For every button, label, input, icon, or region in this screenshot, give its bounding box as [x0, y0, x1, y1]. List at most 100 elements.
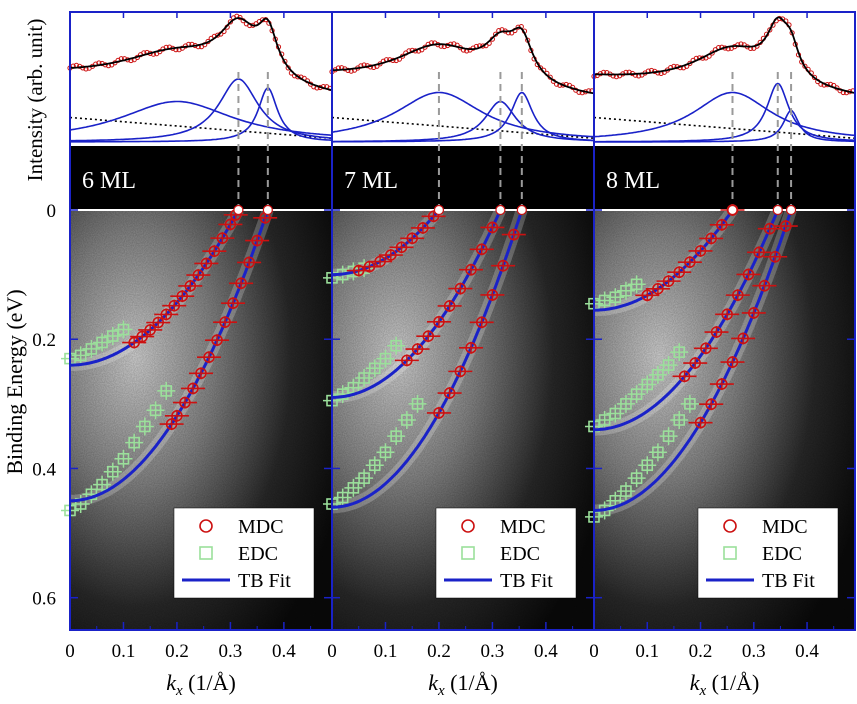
edc-point: [106, 465, 119, 478]
mdc-point: [219, 316, 231, 328]
legend-label: MDC: [762, 516, 808, 538]
legend-marker-edc: [461, 546, 475, 560]
tb-fit-curve: [332, 214, 522, 509]
edc-point: [336, 388, 349, 400]
mdc-point: [216, 232, 229, 244]
mdc-point: [747, 307, 760, 319]
mdc-point: [176, 290, 189, 302]
x-tick-label: 0.1: [112, 641, 136, 662]
edc-point: [117, 452, 130, 465]
above-fermi-region: [70, 146, 332, 210]
mdc-point: [352, 264, 365, 277]
spectrum-point: [215, 32, 221, 38]
mdc-point: [433, 407, 445, 419]
edc-point: [74, 349, 87, 362]
mdc-point: [417, 222, 429, 234]
mdc-point: [727, 204, 738, 216]
mdc-point: [385, 249, 397, 261]
tb-fit-curve: [594, 210, 779, 432]
edc-point: [117, 323, 130, 336]
edc-point: [673, 414, 686, 426]
mdc-point: [772, 204, 783, 216]
peak-component: [593, 91, 855, 138]
mdc-point: [395, 241, 408, 254]
x-tick-label: 0.1: [635, 641, 659, 662]
mdc-point: [673, 266, 686, 279]
legend-label: EDC: [238, 543, 278, 565]
mdc-point: [785, 204, 797, 216]
spectrum-point: [480, 43, 486, 49]
edc-point: [609, 291, 622, 304]
x-label-unit: (1/Å): [183, 670, 236, 695]
edc-point: [673, 346, 686, 358]
mdc-point: [763, 222, 776, 235]
x-tick-label: 0.2: [165, 641, 189, 662]
y-tick-labels: 0 0.2 0.4 0.6: [32, 201, 56, 610]
mdc-point: [694, 245, 707, 257]
edc-point: [160, 385, 173, 397]
x-label-variable: k: [428, 670, 439, 695]
mdc-point: [737, 332, 749, 345]
mdc-point: [411, 343, 424, 355]
y-label-intensity: Intensity (arb. unit): [23, 19, 47, 182]
legend-label: MDC: [500, 516, 546, 538]
mdc-point: [716, 219, 728, 231]
mdc-point: [184, 280, 197, 292]
peak-component: [69, 100, 332, 136]
panel-frame: [593, 11, 856, 631]
peak-component: [332, 91, 594, 143]
mdc-point: [374, 255, 386, 268]
mdc-point: [179, 396, 191, 409]
spectrum-region: [70, 12, 332, 146]
mdc-point: [454, 365, 467, 378]
mdc-point: [227, 297, 239, 309]
x-tick-label: 0.4: [795, 641, 819, 662]
mdc-point: [710, 326, 723, 338]
mdc-point: [753, 246, 765, 259]
mdc-point: [694, 416, 707, 429]
mdc-point: [475, 243, 488, 256]
edc-point: [85, 343, 98, 355]
mdc-point: [211, 334, 223, 346]
edc-point: [630, 278, 643, 291]
tb-fit-curve: [332, 209, 441, 277]
mdc-point: [168, 299, 181, 312]
mdc-point: [652, 283, 664, 295]
edc-point: [684, 398, 696, 410]
edc-point: [128, 436, 140, 449]
spectrum-point: [227, 19, 233, 25]
legend-marker-mdc: [723, 519, 737, 533]
spectrum-region: [332, 12, 594, 146]
above-fermi-region: [594, 146, 855, 210]
edc-point: [401, 414, 413, 426]
peak-component: [70, 87, 332, 143]
mdc-point: [160, 308, 173, 321]
edc-point: [641, 459, 654, 472]
mdc-point: [165, 418, 178, 430]
mdc-point: [152, 316, 165, 329]
edc-point: [139, 420, 151, 433]
mdc-point: [251, 234, 263, 247]
edc-point: [652, 368, 664, 381]
mdc-point: [758, 279, 771, 292]
mdc-point: [233, 204, 244, 216]
edc-point: [368, 459, 381, 472]
mdc-point: [406, 232, 419, 245]
x-tick-label: 0.3: [742, 641, 766, 662]
edc-point: [379, 446, 392, 459]
y-tick-label: 0: [47, 201, 57, 222]
x-tick-label: 0.2: [427, 641, 451, 662]
mdc-point: [716, 378, 728, 390]
background-curve: [331, 116, 593, 139]
x-label-subscript: x: [698, 683, 706, 699]
x-label-subscript: x: [437, 683, 445, 699]
mdc-point: [422, 330, 435, 342]
mdc-point: [662, 275, 675, 287]
legend-label: EDC: [762, 543, 802, 565]
mdc-point: [689, 357, 702, 369]
edc-point: [347, 482, 360, 494]
x-label-variable: k: [166, 670, 177, 695]
legend-box: [435, 507, 577, 599]
legend-label: TB Fit: [500, 570, 553, 592]
mdc-point: [401, 354, 413, 367]
